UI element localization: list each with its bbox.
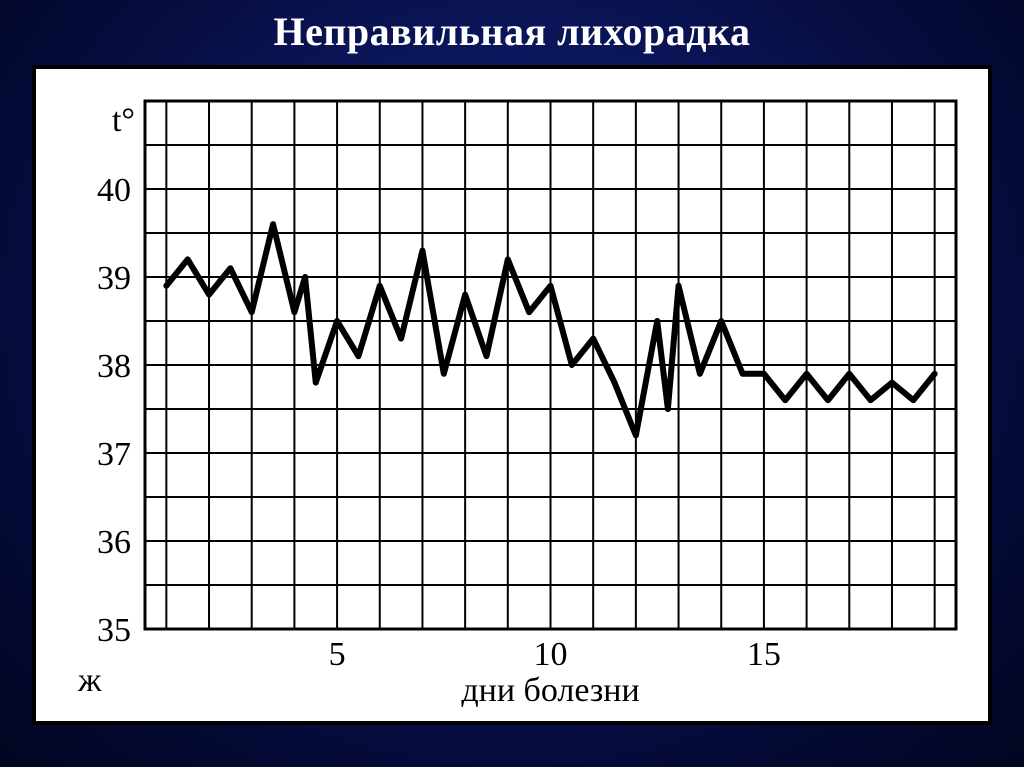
svg-text:38: 38 xyxy=(97,348,131,385)
svg-text:36: 36 xyxy=(97,524,131,561)
svg-text:37: 37 xyxy=(97,436,131,473)
svg-text:5: 5 xyxy=(329,636,346,673)
svg-text:15: 15 xyxy=(747,636,781,673)
svg-text:10: 10 xyxy=(534,636,568,673)
svg-text:дни болезни: дни болезни xyxy=(461,672,639,707)
chart-inner: 35 36 37 38 39 40 t° 5 10 15 дни болезни ж xyxy=(50,83,974,707)
slide-title: Неправильная лихорадка xyxy=(0,8,1024,55)
svg-text:39: 39 xyxy=(97,260,131,297)
temperature-chart: 35 36 37 38 39 40 t° 5 10 15 дни болезни ж xyxy=(50,83,974,707)
svg-text:t°: t° xyxy=(112,102,135,139)
svg-text:ж: ж xyxy=(77,662,102,699)
chart-frame: 35 36 37 38 39 40 t° 5 10 15 дни болезни ж xyxy=(32,65,992,725)
svg-text:35: 35 xyxy=(97,612,131,649)
svg-text:40: 40 xyxy=(97,172,131,209)
slide: Неправильная лихорадка 35 36 37 38 39 40 t° 5 10… xyxy=(0,0,1024,767)
